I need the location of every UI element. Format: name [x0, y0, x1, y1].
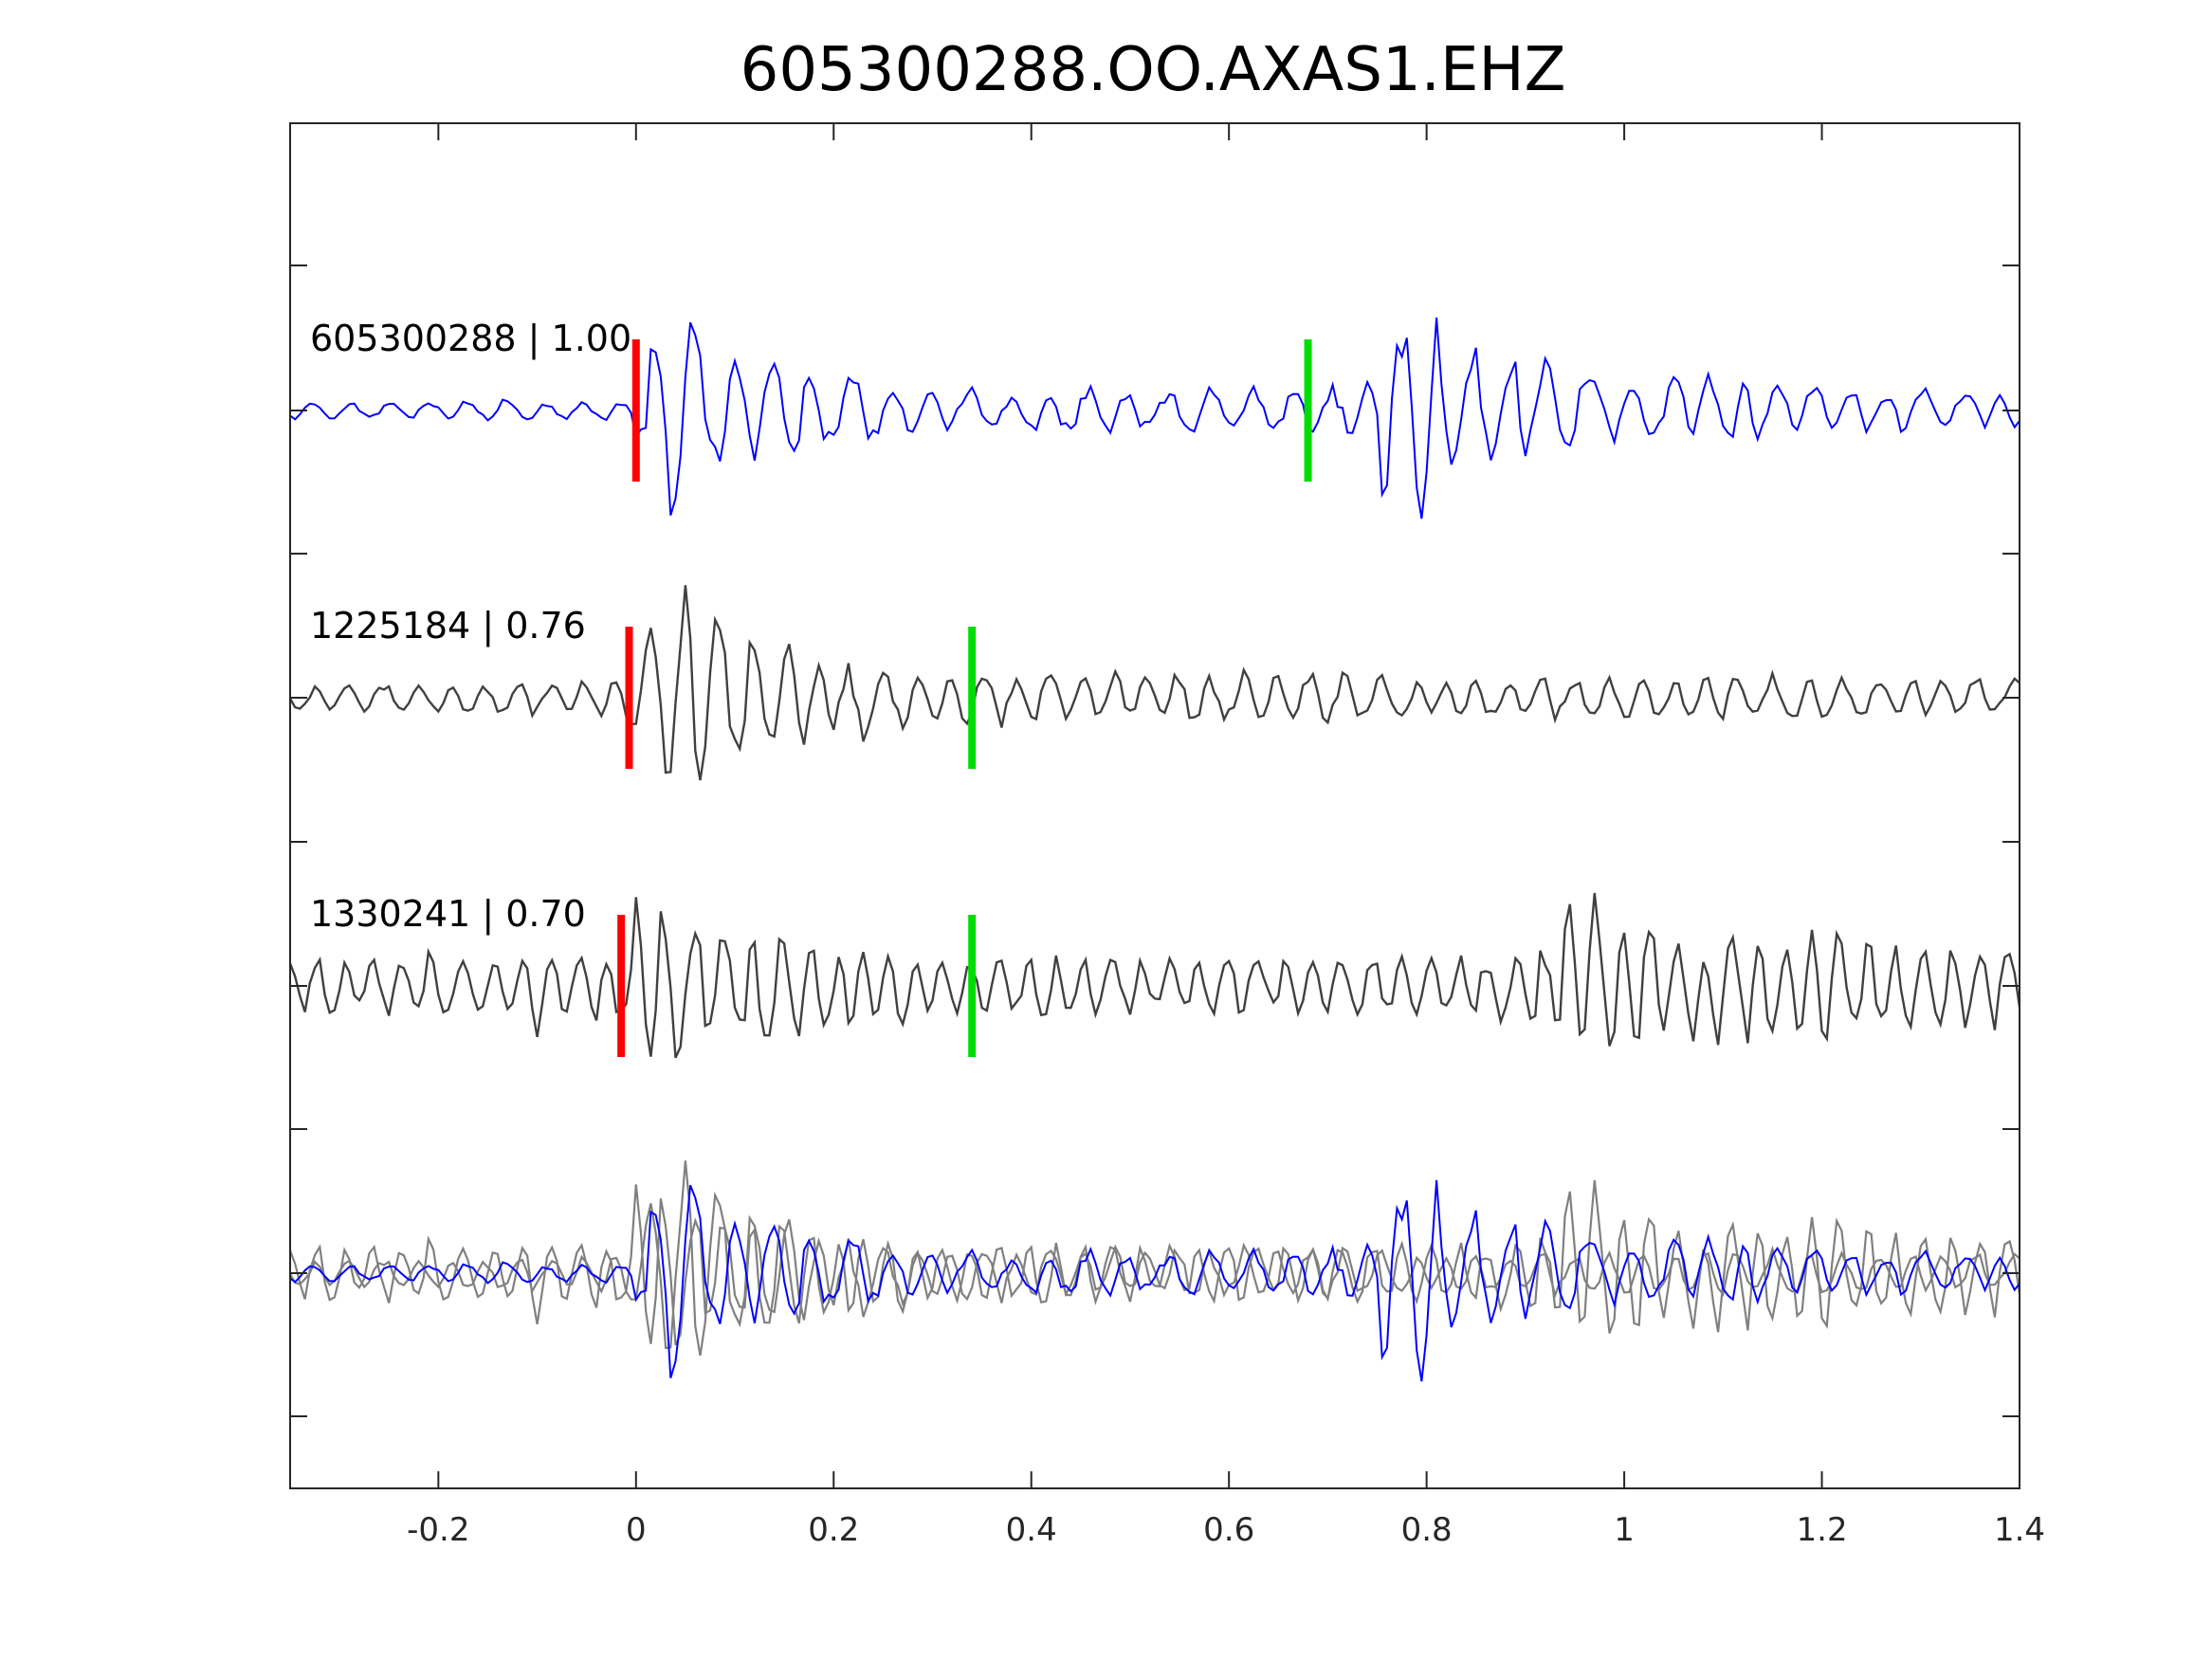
x-tick-label: 1.2	[1797, 1511, 1848, 1549]
x-tick-label: 1	[1614, 1511, 1635, 1549]
axes-frame	[289, 122, 2020, 1489]
trace-label-3: 1330241 | 0.70	[310, 893, 586, 936]
trace-1225184	[288, 585, 2020, 781]
x-tick-label: 0.6	[1203, 1511, 1254, 1549]
x-tick-label: 1.4	[1994, 1511, 2045, 1549]
x-tick-label: 0	[626, 1511, 647, 1549]
x-tick-label: -0.2	[407, 1511, 469, 1549]
x-tick-label: 0.4	[1006, 1511, 1057, 1549]
trace-1330241	[288, 892, 2021, 1059]
overlay-trace-605300288	[289, 1179, 2020, 1382]
trace-label-2: 1225184 | 0.76	[310, 605, 586, 647]
x-tick-label: 0.2	[808, 1511, 859, 1549]
overlay-trace-1330241	[288, 1179, 2021, 1346]
overlay-trace-1225184	[289, 1160, 2020, 1357]
trace-label-1: 605300288 | 1.00	[310, 318, 631, 360]
x-tick-label: 0.8	[1401, 1511, 1453, 1549]
trace-605300288	[289, 317, 2020, 520]
chart-title: 605300288.OO.AXAS1.EHZ	[740, 35, 1566, 105]
